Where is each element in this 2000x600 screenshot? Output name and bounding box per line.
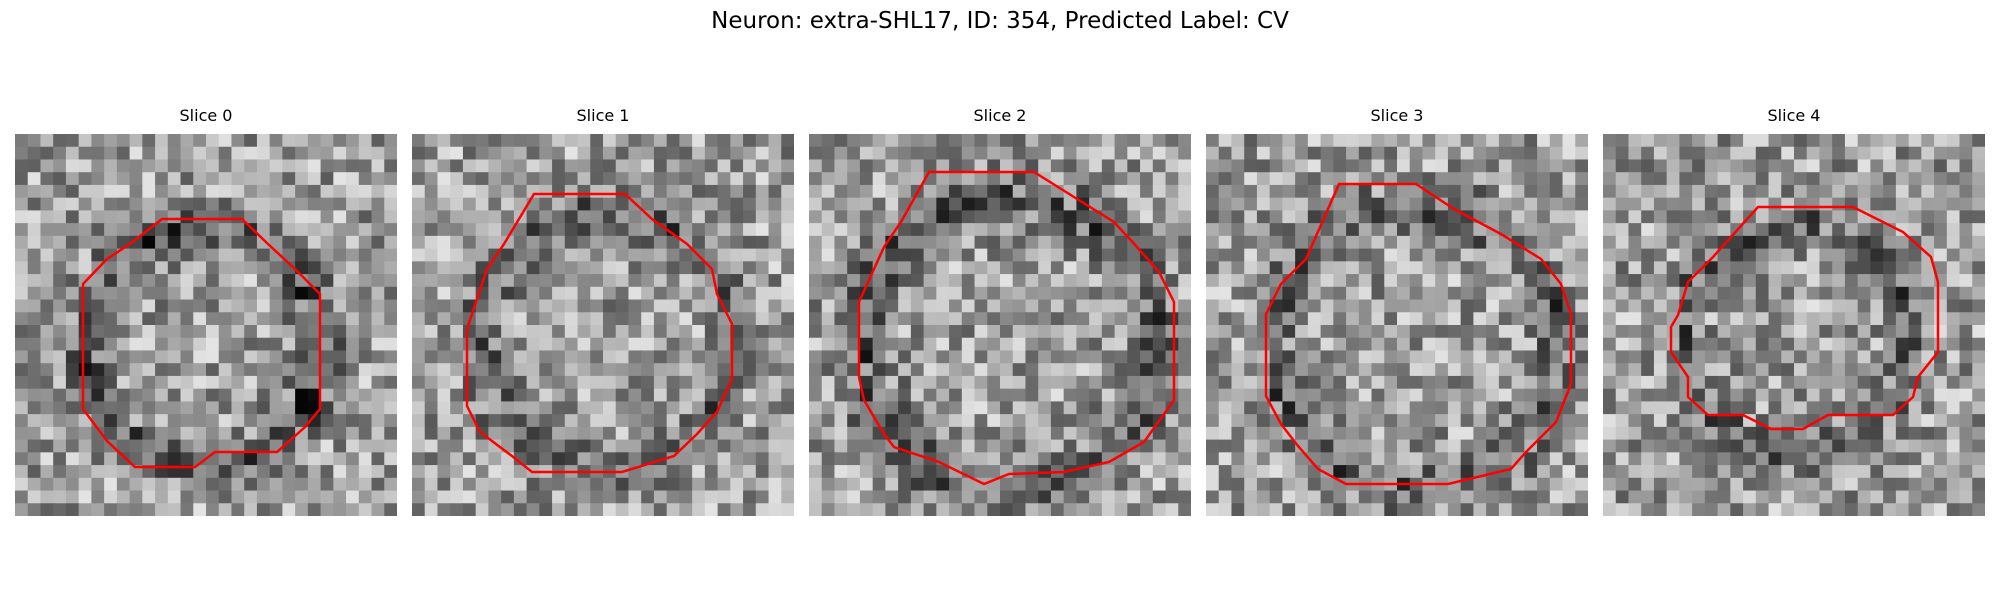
pixel-grid [809, 134, 1191, 516]
slice-title: Slice 3 [1370, 106, 1424, 125]
segmentation-contour [81, 217, 322, 469]
segmentation-contour [857, 170, 1176, 486]
slice-image [412, 134, 794, 516]
figure-title: Neuron: extra-SHL17, ID: 354, Predicted … [711, 8, 1289, 34]
pixel-grid [1206, 134, 1588, 516]
slice-image [1206, 134, 1588, 516]
slice-title: Slice 1 [576, 106, 630, 125]
segmentation-contour [1264, 182, 1573, 486]
slice-title: Slice 4 [1767, 106, 1821, 125]
slice-title: Slice 0 [179, 106, 233, 125]
segmentation-contour [1669, 205, 1940, 431]
pixel-grid [15, 134, 397, 516]
slice-image [809, 134, 1191, 516]
slice-image [15, 134, 397, 516]
slice-image [1603, 134, 1985, 516]
segmentation-contour [465, 192, 734, 474]
pixel-grid [1603, 134, 1985, 516]
slice-title: Slice 2 [973, 106, 1027, 125]
